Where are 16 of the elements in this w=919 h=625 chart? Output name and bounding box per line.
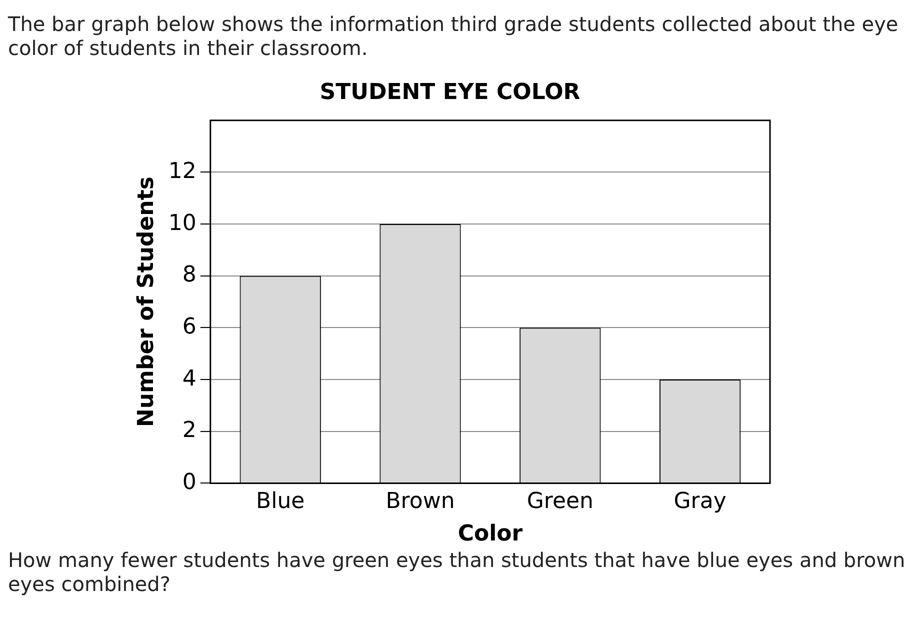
y-tick-label: 6 [182, 314, 196, 340]
chart-title: STUDENT EYE COLOR [320, 80, 580, 105]
y-tick-label: 10 [168, 210, 196, 236]
y-tick-label: 12 [168, 158, 196, 184]
y-tick-label: 4 [182, 366, 196, 392]
x-tick-label: Gray [674, 489, 726, 514]
x-tick-label: Green [526, 489, 594, 514]
y-axis-title: Number of Students [134, 176, 159, 428]
y-tick-label: 0 [182, 470, 196, 495]
x-tick-label: Blue [256, 489, 305, 514]
x-axis-title: Color [458, 522, 523, 547]
x-tick-label: Brown [386, 489, 455, 514]
text: How many fewer students have green eyes than students that have blue eyes and brown eyes combined? [8, 548, 906, 596]
y-tick-label: 2 [182, 418, 196, 444]
text: The bar graph below shows the information third grade students collected about the eye color of students in their classroom. [8, 12, 900, 60]
y-tick-label: 8 [182, 262, 196, 288]
